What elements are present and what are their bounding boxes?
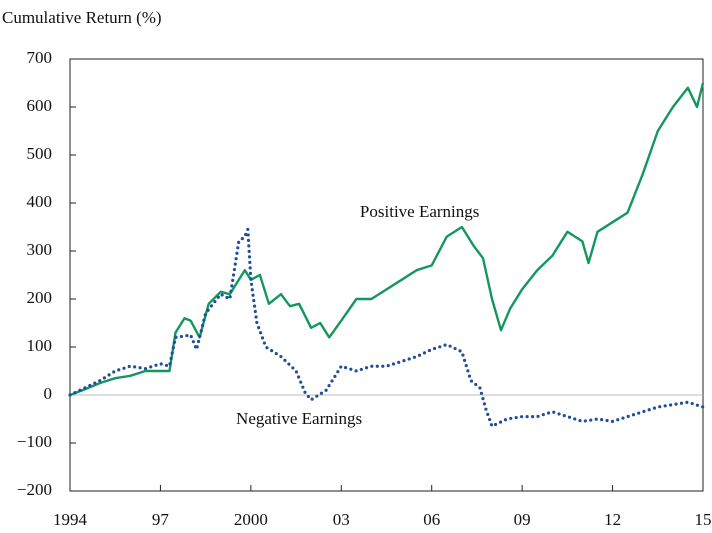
y-tick-label: 400 <box>27 192 53 211</box>
annotation: Negative Earnings <box>236 409 362 428</box>
y-tick-label: 300 <box>27 240 53 259</box>
x-tick-label: 1994 <box>53 510 88 529</box>
x-tick-label: 12 <box>604 510 621 529</box>
x-tick-label: 2000 <box>234 510 268 529</box>
y-tick-label: 0 <box>44 384 53 403</box>
y-tick-label: 600 <box>27 96 53 115</box>
x-tick-label: 15 <box>695 510 712 529</box>
y-axis-label: Cumulative Return (%) <box>2 8 162 27</box>
y-tick-label: 100 <box>27 336 53 355</box>
y-tick-label: 200 <box>27 288 53 307</box>
x-tick-label: 06 <box>423 510 440 529</box>
x-tick-label: 09 <box>514 510 531 529</box>
y-tick-label: −100 <box>17 432 52 451</box>
y-tick-label: 500 <box>27 144 53 163</box>
y-tick-label: 700 <box>27 48 53 67</box>
annotation: Positive Earnings <box>360 202 479 221</box>
x-tick-label: 97 <box>152 510 170 529</box>
x-tick-label: 03 <box>333 510 350 529</box>
plot-frame <box>69 58 704 492</box>
series-line <box>69 82 705 397</box>
y-tick-label: −200 <box>17 480 52 499</box>
series-line <box>68 227 705 428</box>
